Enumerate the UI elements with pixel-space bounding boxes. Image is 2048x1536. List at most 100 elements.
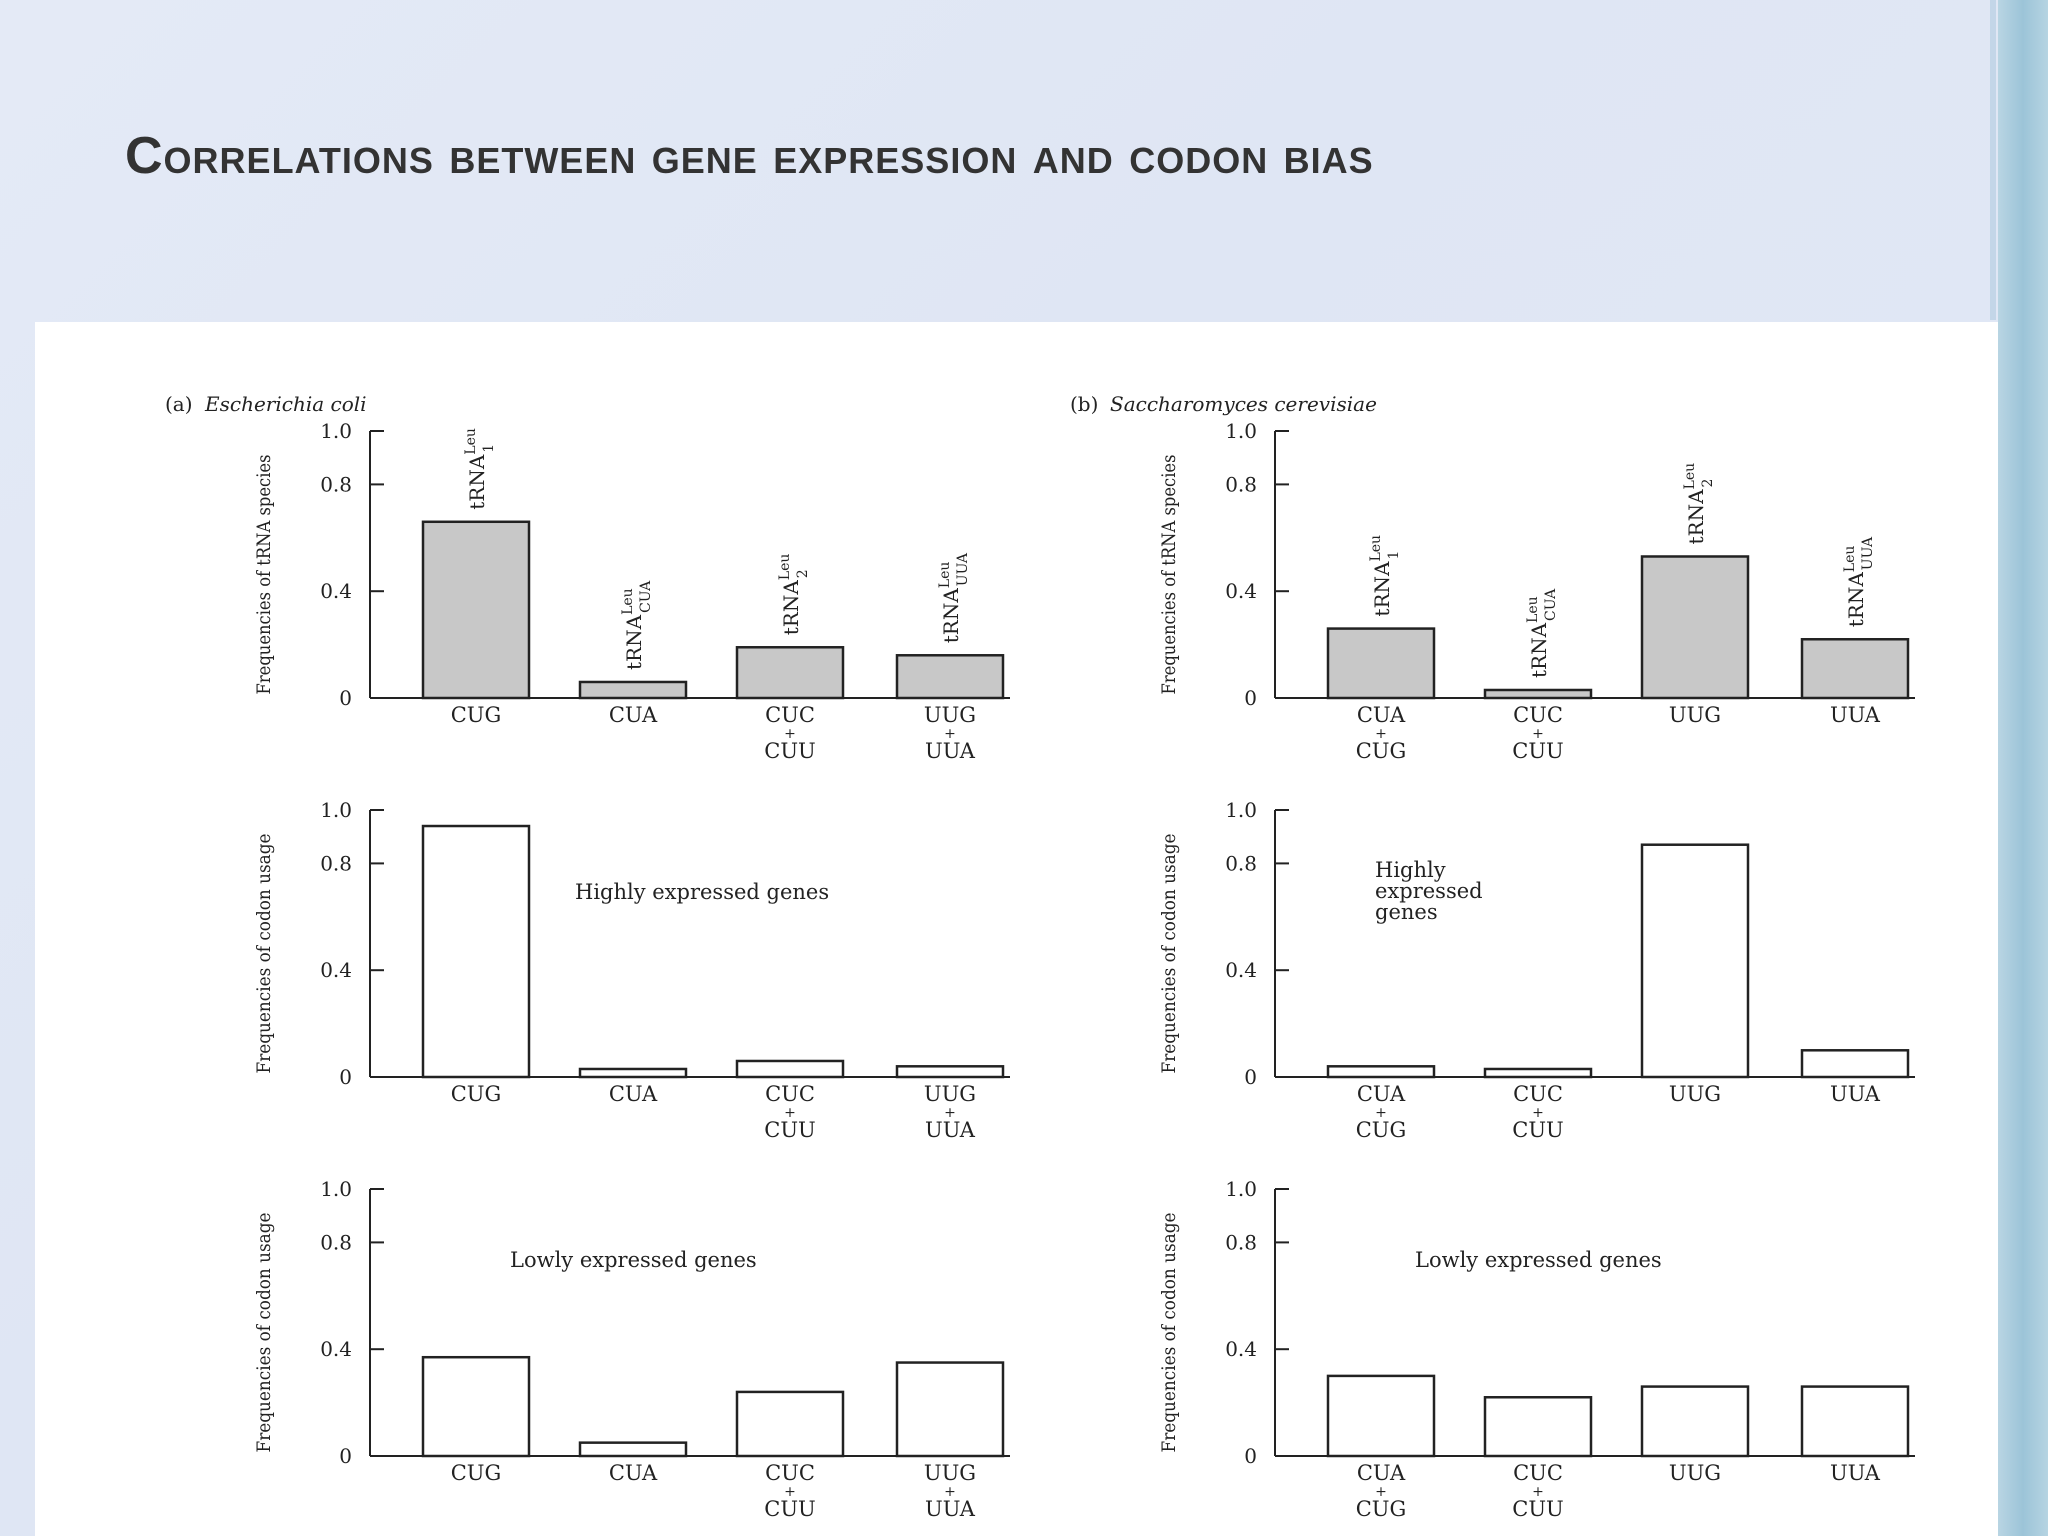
category-label: + <box>1375 1105 1387 1121</box>
bar <box>1326 1374 1436 1458</box>
bar <box>1800 1049 1910 1079</box>
category-label: CUG <box>451 703 502 727</box>
slide-right-accent-line <box>1990 0 1996 320</box>
category-label: UUA <box>1830 1461 1881 1485</box>
annotation-text: genes <box>1375 900 1438 924</box>
bar <box>1800 638 1910 700</box>
category-label: CUA <box>1357 1461 1406 1485</box>
y-tick-label: 0.4 <box>1225 579 1257 603</box>
annotation-text: Highly expressed genes <box>575 880 829 904</box>
category-label: CUU <box>1512 1118 1563 1142</box>
y-tick-label: 0 <box>1244 686 1257 710</box>
trna-species-label: tRNALeu 2 <box>1682 463 1716 545</box>
annotation-text: Lowly expressed genes <box>1415 1248 1662 1272</box>
category-label: + <box>1532 726 1544 742</box>
bar <box>735 646 845 700</box>
category-label: CUA <box>609 703 658 727</box>
category-label: UUA <box>925 1497 976 1521</box>
y-tick-label: 0 <box>339 1065 352 1089</box>
chart-a-high: 1.0 0.8 0.4 0 Frequencies of codon usage CUG C… <box>253 798 1010 1142</box>
y-tick-label: 1.0 <box>1225 1177 1257 1201</box>
bar <box>1640 1385 1750 1458</box>
bar <box>578 680 688 700</box>
annotation-text: expressed <box>1375 879 1483 903</box>
category-label: + <box>784 1484 796 1500</box>
category-label: + <box>1532 1105 1544 1121</box>
slide-title: Correlations between gene expression and… <box>125 127 1374 185</box>
bar <box>1800 1385 1910 1458</box>
trna-species-label: tRNALeu UUA <box>937 552 971 643</box>
category-label: + <box>944 726 956 742</box>
bar <box>1326 627 1436 700</box>
y-tick-label: 0 <box>339 686 352 710</box>
bar <box>421 824 531 1079</box>
trna-species-label: tRNALeu 1 <box>463 428 497 510</box>
y-tick-label: 0.8 <box>1225 1230 1257 1254</box>
category-label: CUC <box>1513 703 1563 727</box>
category-label: CUC <box>1513 1082 1563 1106</box>
category-label: CUA <box>609 1082 658 1106</box>
y-tick-label: 0.4 <box>1225 1337 1257 1361</box>
category-label: CUG <box>451 1461 502 1485</box>
category-label: CUG <box>1356 739 1407 763</box>
y-tick-label: 0.4 <box>320 579 352 603</box>
chart-a-trna: (a) Escherichia coli 1.0 0.8 0.4 0 Frequencies… <box>165 392 1010 763</box>
y-axis-title: Frequencies of codon usage <box>1158 1213 1180 1453</box>
category-label: CUU <box>1512 1497 1563 1521</box>
y-tick-label: 0.8 <box>320 851 352 875</box>
y-axis-title: Frequencies of codon usage <box>253 834 275 1074</box>
category-label: CUG <box>1356 1118 1407 1142</box>
category-label: UUG <box>924 1082 976 1106</box>
category-label: CUU <box>1512 739 1563 763</box>
category-label: + <box>944 1484 956 1500</box>
category-label: CUG <box>1356 1497 1407 1521</box>
category-label: + <box>1375 1484 1387 1500</box>
category-label: UUA <box>925 739 976 763</box>
category-label: UUG <box>1669 703 1721 727</box>
bar <box>421 520 531 700</box>
bar <box>421 1355 531 1458</box>
y-tick-label: 1.0 <box>1225 798 1257 822</box>
trna-species-label: tRNALeu CUA <box>620 580 654 670</box>
y-tick-label: 0 <box>339 1444 352 1468</box>
chart-a-low: 1.0 0.8 0.4 0 Frequencies of codon usage CUG C… <box>253 1177 1010 1521</box>
y-tick-label: 0.8 <box>320 1230 352 1254</box>
bar <box>735 1390 845 1458</box>
category-label: + <box>784 1105 796 1121</box>
category-label: + <box>1532 1484 1544 1500</box>
y-tick-label: 0 <box>1244 1065 1257 1089</box>
bar <box>735 1059 845 1079</box>
organism-name: Escherichia coli <box>204 392 367 416</box>
y-axis-title: Frequencies of tRNA species <box>253 455 275 695</box>
bar <box>895 1361 1005 1458</box>
category-label: + <box>1375 726 1387 742</box>
bar <box>895 1065 1005 1079</box>
category-label: + <box>944 1105 956 1121</box>
bar <box>895 654 1005 700</box>
category-label: CUU <box>764 739 815 763</box>
category-label: CUU <box>764 1118 815 1142</box>
trna-species-label: tRNALeu UUA <box>1842 536 1876 627</box>
category-label: CUC <box>765 1082 815 1106</box>
category-label: UUA <box>925 1118 976 1142</box>
panel-label: (b) <box>1070 392 1098 416</box>
organism-name: Saccharomyces cerevisiae <box>1110 392 1377 416</box>
y-axis-title: Frequencies of codon usage <box>1158 834 1180 1074</box>
y-tick-label: 1.0 <box>320 419 352 443</box>
category-label: CUC <box>765 703 815 727</box>
bar <box>578 1067 688 1079</box>
y-tick-label: 0.8 <box>1225 851 1257 875</box>
y-tick-label: 1.0 <box>1225 419 1257 443</box>
category-label: CUC <box>1513 1461 1563 1485</box>
category-label: CUA <box>609 1461 658 1485</box>
panel-label: (a) <box>165 392 193 416</box>
y-tick-label: 0.8 <box>320 472 352 496</box>
bar <box>1640 843 1750 1079</box>
category-label: UUA <box>1830 703 1881 727</box>
y-axis-title: Frequencies of tRNA species <box>1158 455 1180 695</box>
bar <box>1483 688 1593 700</box>
category-label: UUG <box>1669 1082 1721 1106</box>
category-label: + <box>784 726 796 742</box>
